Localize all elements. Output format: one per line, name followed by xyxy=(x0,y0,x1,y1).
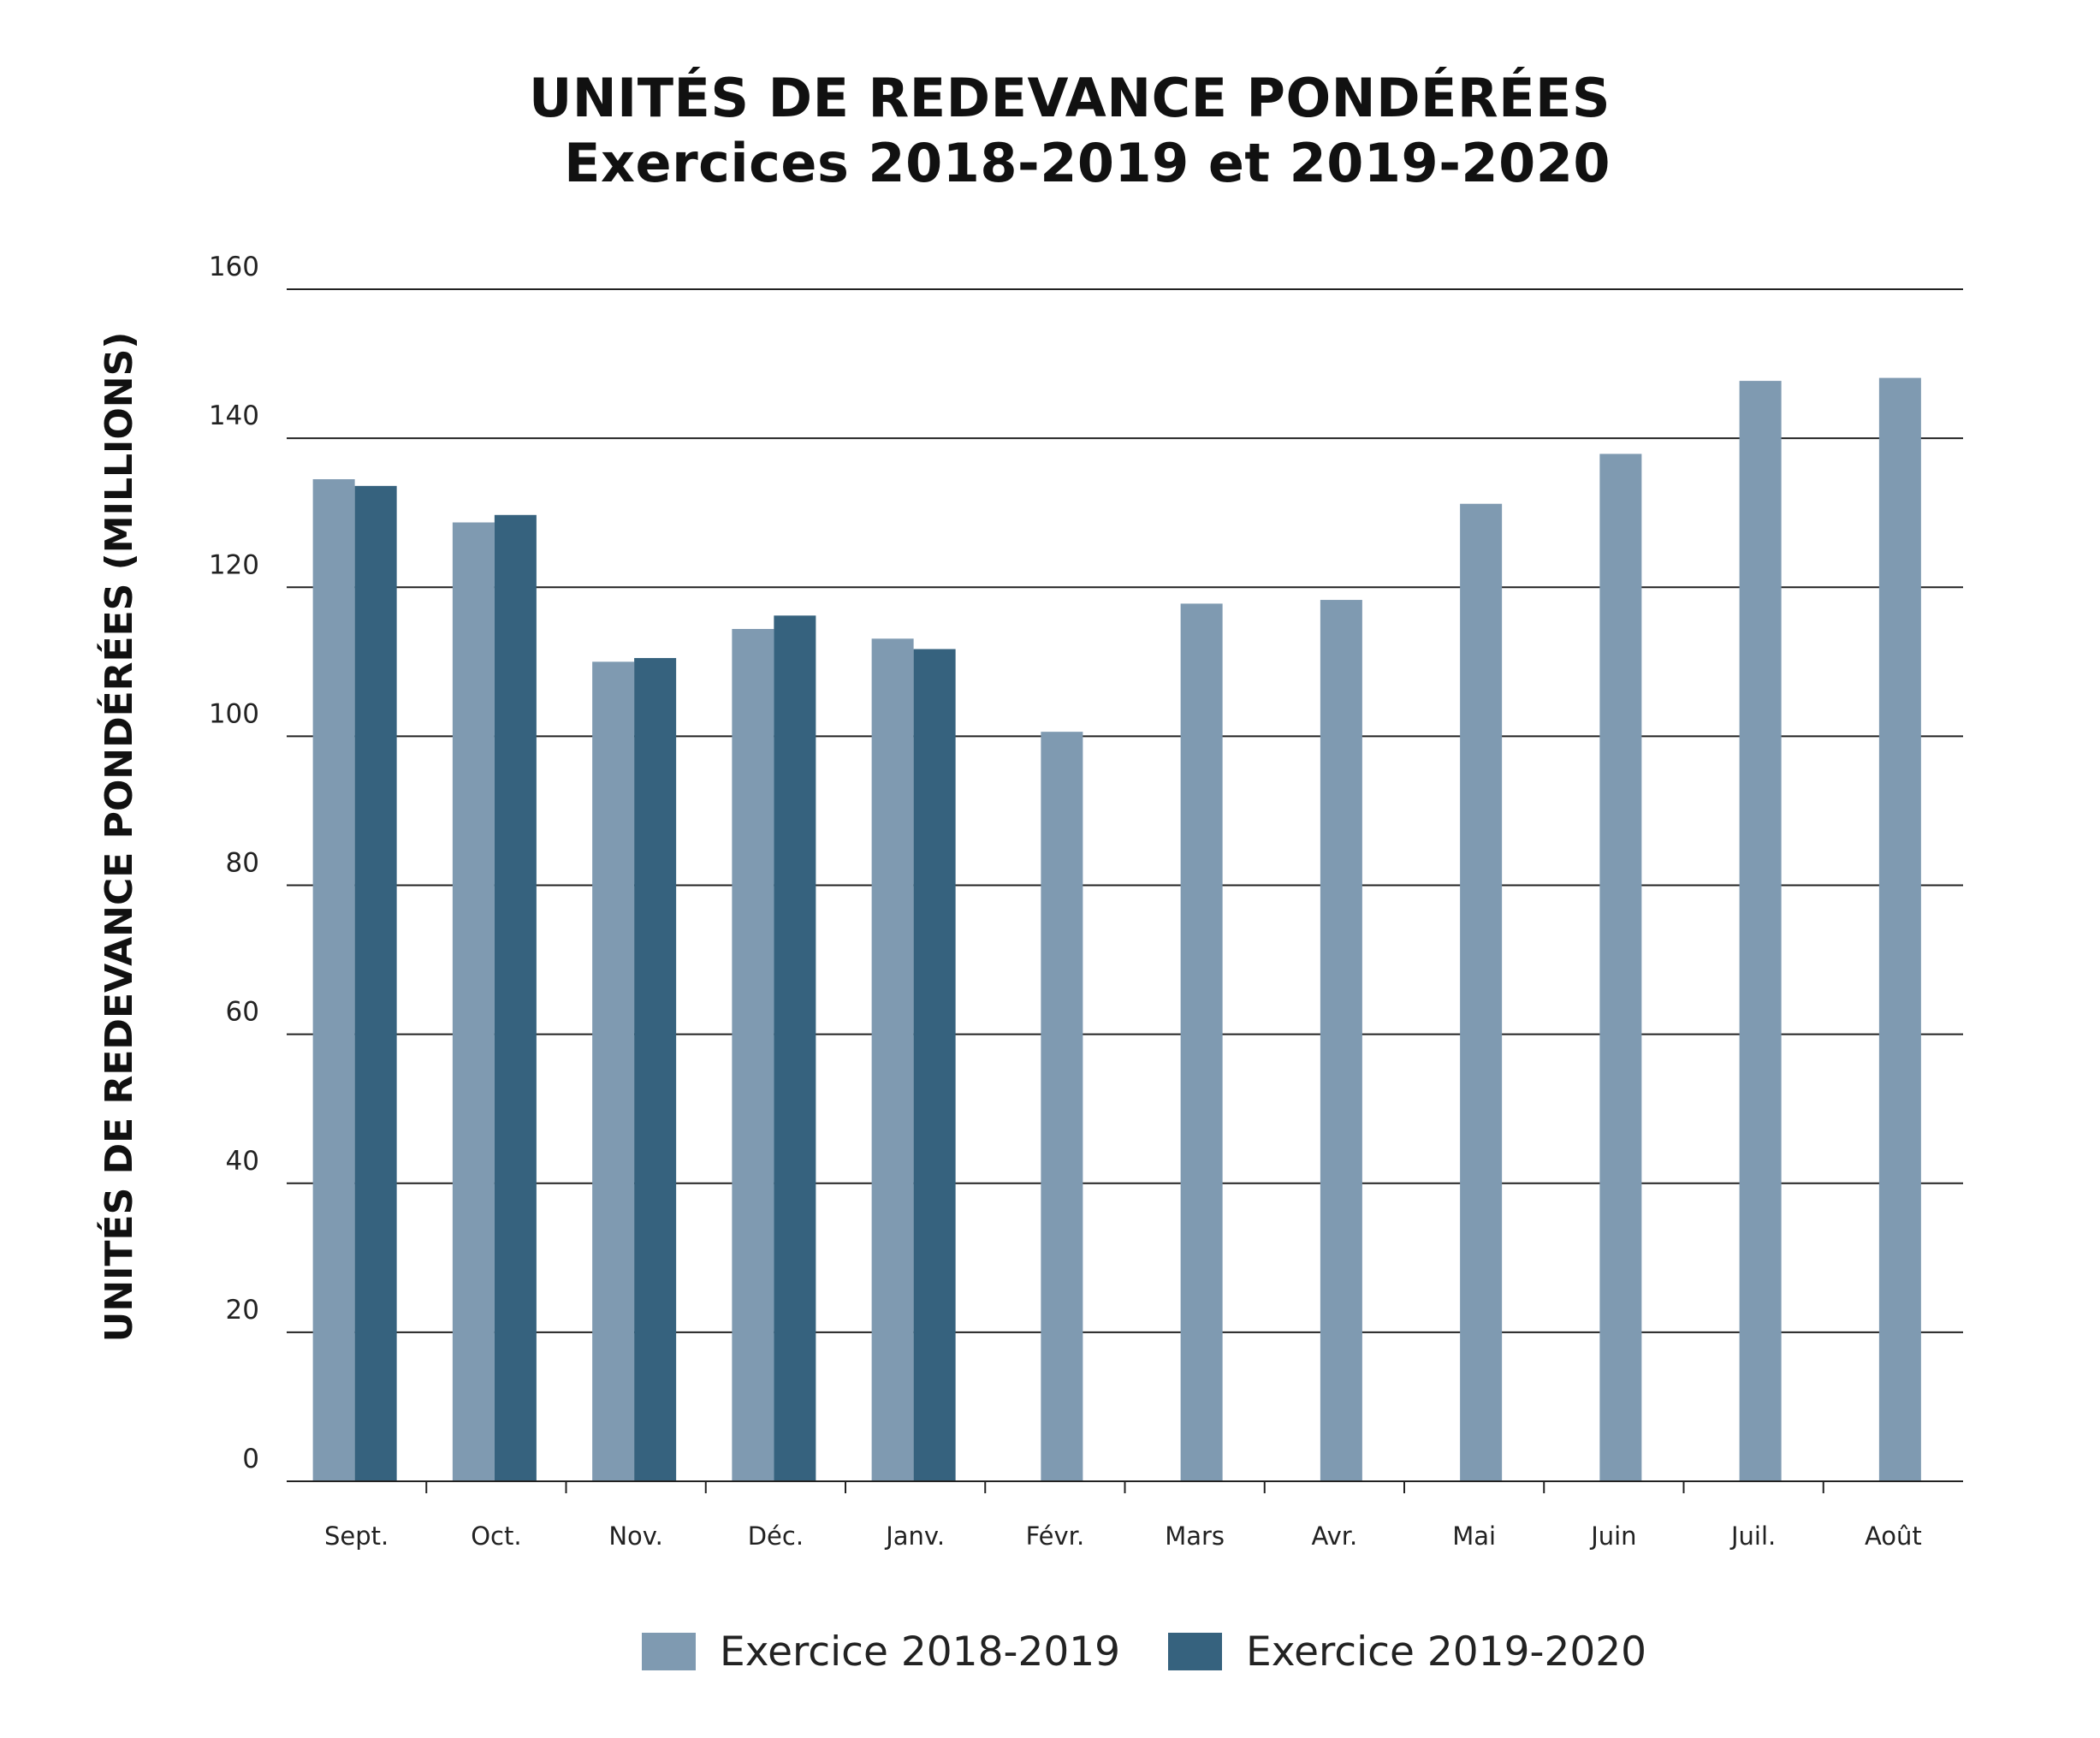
bar-2018-2019-8 xyxy=(1320,600,1362,1482)
bar-2018-2019-12 xyxy=(1878,377,1921,1481)
x-tick-label-10: Juin xyxy=(1589,1521,1636,1551)
y-tick-label-20: 20 xyxy=(226,1295,259,1326)
bar-2019-2020-1 xyxy=(354,485,397,1481)
legend-item-2019-2020: Exercice 2019-2020 xyxy=(1168,1622,1646,1682)
bar-chart: 0 20 40 60 80 100 120 140 160 Sept. Oct. Nov. Déc. J… xyxy=(96,252,1963,1551)
legend-label-2018-2019: Exercice 2018-2019 xyxy=(720,1628,1121,1676)
legend-item-2018-2019: Exercice 2018-2019 xyxy=(642,1622,1120,1682)
x-tick-labels: Sept. Oct. Nov. Déc. Janv. Févr. Mars Avr. Mai Ju… xyxy=(324,1521,1922,1551)
y-tick-label-40: 40 xyxy=(226,1146,259,1177)
bar-2018-2019-6 xyxy=(1041,732,1083,1481)
bar-2018-2019-2 xyxy=(452,522,495,1481)
chart-subtitle: Exercices 2018-2019 et 2019-2020 xyxy=(564,132,1611,194)
grid-lines xyxy=(287,288,1963,1333)
bars xyxy=(312,377,1921,1482)
bar-2018-2019-9 xyxy=(1460,503,1503,1481)
x-tick-label-9: Mai xyxy=(1452,1521,1496,1551)
y-tick-label-80: 80 xyxy=(226,848,259,879)
x-tick-label-6: Févr. xyxy=(1026,1521,1085,1551)
bar-2018-2019-4 xyxy=(732,629,774,1481)
y-tick-label-60: 60 xyxy=(226,997,259,1028)
bar-2018-2019-3 xyxy=(592,661,635,1481)
y-tick-label-0: 0 xyxy=(242,1444,259,1474)
x-tick-label-2: Oct. xyxy=(471,1521,521,1551)
x-tick-label-1: Sept. xyxy=(324,1521,389,1551)
bar-2018-2019-7 xyxy=(1180,603,1223,1481)
x-tick-label-7: Mars xyxy=(1165,1521,1225,1551)
y-tick-label-120: 120 xyxy=(209,549,259,580)
bar-2018-2019-1 xyxy=(312,479,355,1481)
x-tick-label-12: Août xyxy=(1865,1521,1922,1551)
x-axis xyxy=(287,1480,1963,1493)
legend-swatch-2018-2019 xyxy=(642,1633,696,1670)
x-tick-label-5: Janv. xyxy=(884,1521,945,1551)
legend-swatch-2019-2020 xyxy=(1168,1633,1222,1670)
x-tick-label-3: Nov. xyxy=(608,1521,663,1551)
x-tick-label-11: Juil. xyxy=(1729,1521,1776,1551)
y-axis-title: UNITÉS DE REDEVANCE PONDÉRÉES (MILLIONS) xyxy=(96,332,141,1343)
y-tick-label-140: 140 xyxy=(209,400,259,431)
y-tick-label-160: 160 xyxy=(209,252,259,282)
legend: Exercice 2018-2019 Exercice 2019-2020 xyxy=(0,1622,2100,1682)
y-tick-label-100: 100 xyxy=(209,698,259,729)
bar-2019-2020-5 xyxy=(913,649,956,1481)
bar-2019-2020-2 xyxy=(494,514,537,1482)
x-tick-label-8: Avr. xyxy=(1311,1521,1357,1551)
bar-2018-2019-10 xyxy=(1599,454,1642,1481)
x-tick-label-4: Déc. xyxy=(748,1521,804,1551)
bar-2019-2020-3 xyxy=(634,657,677,1481)
y-tick-labels: 0 20 40 60 80 100 120 140 160 xyxy=(209,252,259,1474)
bar-2018-2019-5 xyxy=(871,638,914,1481)
chart-title-block: UNITÉS DE REDEVANCE PONDÉRÉES Exercices … xyxy=(0,60,2100,205)
chart-title: UNITÉS DE REDEVANCE PONDÉRÉES xyxy=(528,67,1611,129)
bar-2018-2019-11 xyxy=(1739,381,1782,1481)
legend-label-2019-2020: Exercice 2019-2020 xyxy=(1246,1628,1647,1676)
bar-2019-2020-4 xyxy=(774,615,816,1481)
